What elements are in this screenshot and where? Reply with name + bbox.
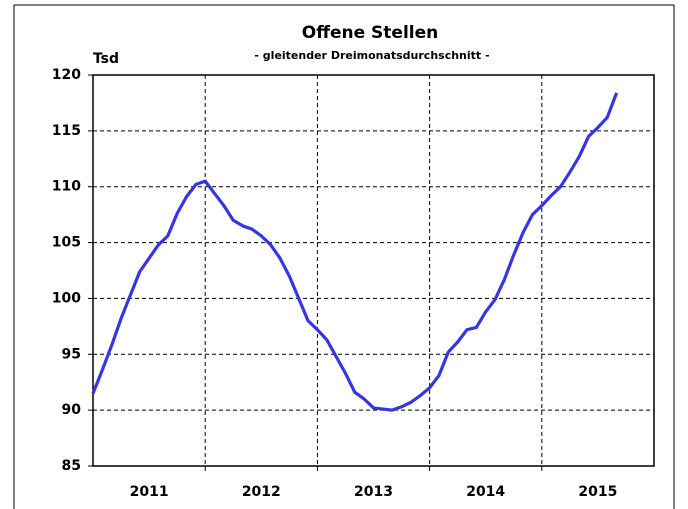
y-axis-label: Tsd [93, 51, 119, 67]
y-tick-label: 90 [62, 402, 82, 418]
y-tick-label: 85 [62, 458, 81, 474]
x-tick-label: 2013 [354, 484, 393, 500]
y-tick-label: 110 [52, 179, 81, 195]
plot-area [92, 74, 655, 467]
chart-subtitle: - gleitender Dreimonatsdurchschnitt - [254, 49, 489, 62]
x-tick-label: 2015 [578, 484, 617, 500]
x-tick-label: 2012 [242, 484, 281, 500]
y-tick-label: 120 [52, 67, 81, 83]
y-tick-label: 100 [52, 290, 81, 306]
x-tick-label: 2014 [466, 484, 505, 500]
y-tick-label: 115 [52, 123, 81, 139]
x-tick-label: 2011 [130, 484, 169, 500]
chart-frame [13, 4, 675, 509]
y-tick-label: 105 [52, 235, 81, 251]
chart-title: Offene Stellen [302, 23, 439, 43]
y-tick-label: 95 [62, 346, 81, 362]
data-line [91, 92, 619, 412]
